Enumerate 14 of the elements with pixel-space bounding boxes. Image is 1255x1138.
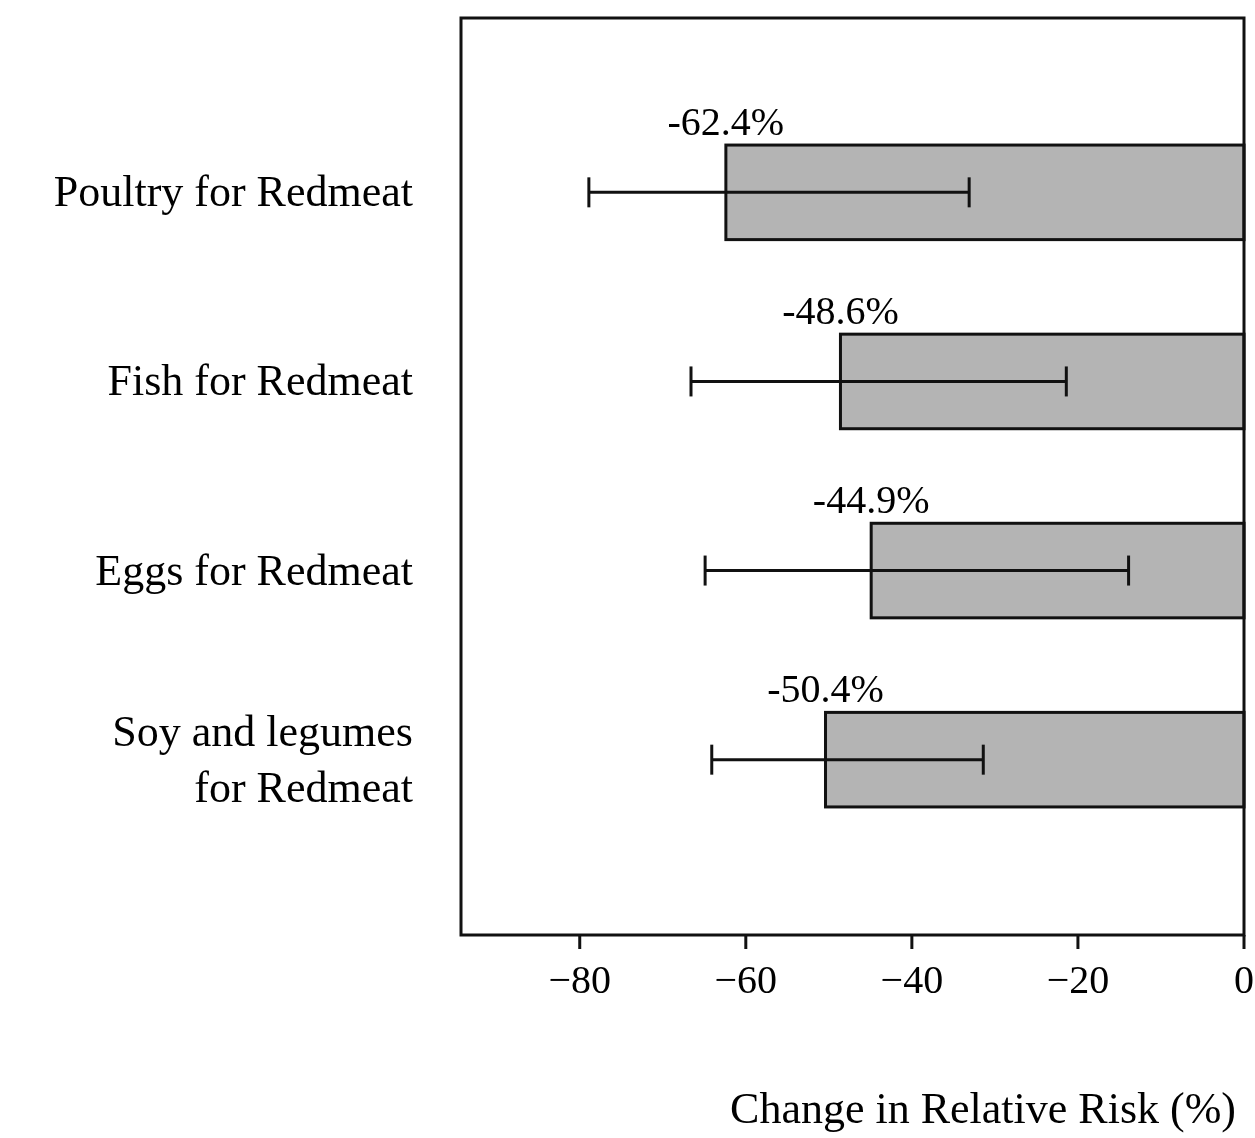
x-tick-label: −80	[548, 957, 612, 1002]
y-tick-label: Fish for Redmeat	[107, 356, 413, 406]
data-label: -50.4%	[767, 666, 884, 712]
data-label: -62.4%	[667, 99, 785, 145]
y-tick-label: Soy and legumes for Redmeat	[112, 706, 413, 812]
x-tick-label: −20	[1046, 957, 1110, 1002]
y-tick-label: Poultry for Redmeat	[53, 167, 413, 217]
data-label: -48.6%	[782, 288, 899, 334]
x-tick-label: −60	[714, 957, 778, 1002]
y-tick-label: Eggs for Redmeat	[95, 545, 413, 595]
x-tick-label: −40	[880, 957, 944, 1002]
x-tick-label: 0	[1234, 957, 1254, 1002]
x-axis-title: Change in Relative Risk (%)	[730, 1084, 1236, 1133]
data-label: -44.9%	[812, 477, 930, 523]
